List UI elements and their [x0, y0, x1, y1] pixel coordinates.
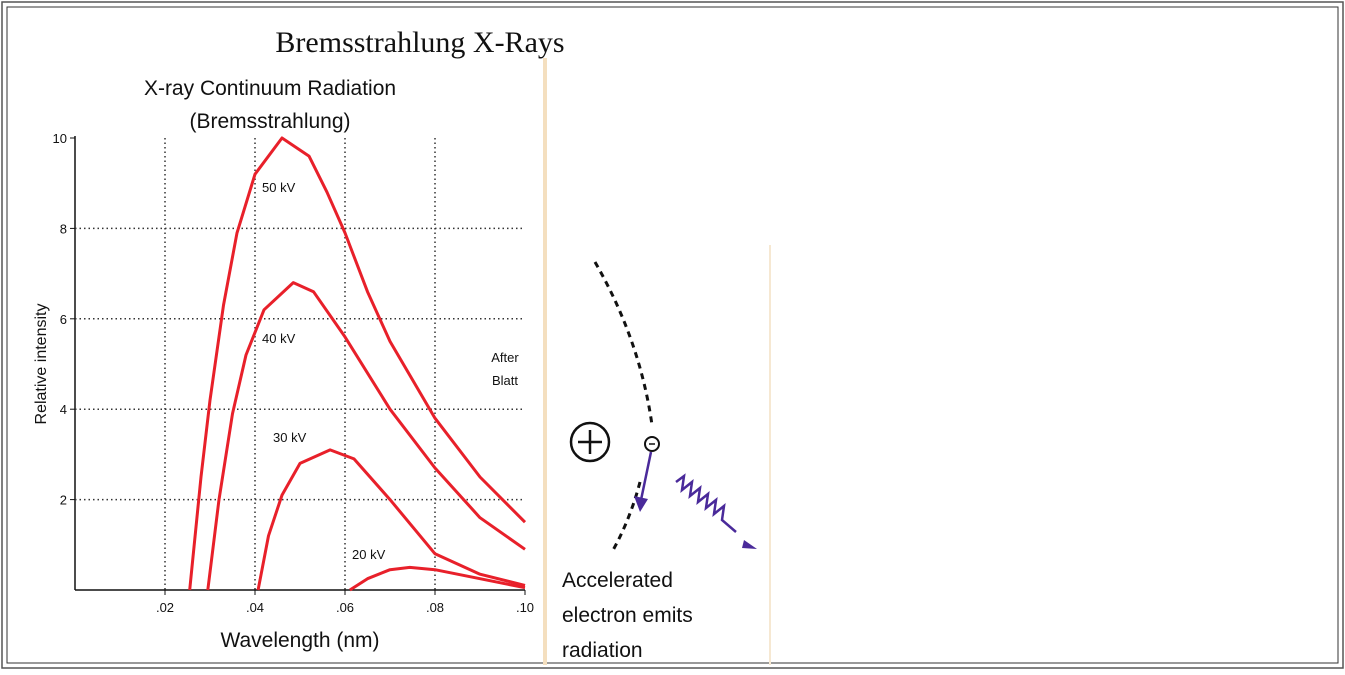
y-tick-label: 2 [60, 493, 67, 508]
x-tick-label: .04 [246, 600, 264, 615]
series-label: 50 kV [262, 180, 296, 195]
curve [190, 138, 525, 590]
electron-path [612, 482, 640, 552]
chart: X-ray Continuum Radiation (Bremsstrahlun… [33, 77, 534, 652]
annotation: Blatt [492, 373, 518, 388]
arrow-head [742, 540, 757, 549]
page: {"page_title": "Bremsstrahlung X-Rays", … [0, 0, 1345, 670]
caption: Accelerated [562, 569, 673, 592]
series-label: 20 kV [352, 547, 386, 562]
annotation: After [491, 350, 519, 365]
chart-subtitle: (Bremsstrahlung) [189, 110, 350, 133]
y-tick-label: 8 [60, 221, 67, 236]
chart-title: X-ray Continuum Radiation [144, 77, 396, 100]
caption: electron emits [562, 604, 693, 627]
x-axis-label: Wavelength (nm) [220, 629, 379, 652]
x-tick-label: .02 [156, 600, 174, 615]
x-tick-label: .10 [516, 600, 534, 615]
diagram: Accelerated electron emits radiation [562, 262, 757, 662]
screen: Bremsstrahlung X-Rays Accelerated electr… [0, 0, 1345, 670]
y-tick-label: 10 [53, 131, 67, 146]
series-label: 30 kV [273, 430, 307, 445]
y-tick-label: 6 [60, 312, 67, 327]
page-title: Bremsstrahlung X-Rays [275, 26, 564, 59]
electron-path [595, 262, 652, 425]
x-tick-label: .06 [336, 600, 354, 615]
velocity-arrow [641, 452, 651, 500]
x-tick-label: .08 [426, 600, 444, 615]
inner-border [7, 7, 1338, 663]
y-tick-label: 4 [60, 402, 67, 417]
series-label: 40 kV [262, 331, 296, 346]
photon [676, 476, 736, 532]
y-axis-label: Relative intensity [33, 304, 50, 425]
caption: radiation [562, 639, 643, 662]
arrow-head [634, 496, 648, 512]
